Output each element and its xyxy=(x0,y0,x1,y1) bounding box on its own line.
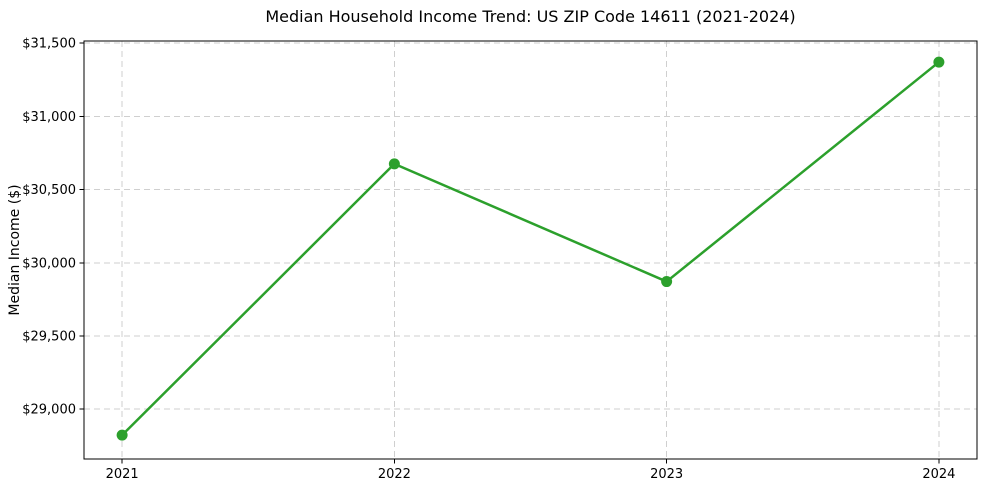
data-point-marker xyxy=(933,56,945,68)
y-tick-label: $31,000 xyxy=(22,110,76,125)
chart-title: Median Household Income Trend: US ZIP Co… xyxy=(265,7,796,26)
x-tick-label: 2023 xyxy=(650,467,683,482)
x-tick-label: 2024 xyxy=(922,467,955,482)
data-line xyxy=(120,60,941,437)
data-point-marker xyxy=(116,429,128,441)
plot-border xyxy=(83,40,978,460)
y-tick-label: $30,500 xyxy=(22,183,76,198)
data-point-marker xyxy=(661,276,673,288)
x-tick-label: 2021 xyxy=(106,467,139,482)
x-tick-label: 2022 xyxy=(378,467,411,482)
y-tick-label: $29,000 xyxy=(22,403,76,418)
data-point-marker xyxy=(388,158,400,170)
y-tick-label: $31,500 xyxy=(22,37,76,52)
y-tick-label: $29,500 xyxy=(22,330,76,345)
y-tick-label: $30,000 xyxy=(22,256,76,271)
